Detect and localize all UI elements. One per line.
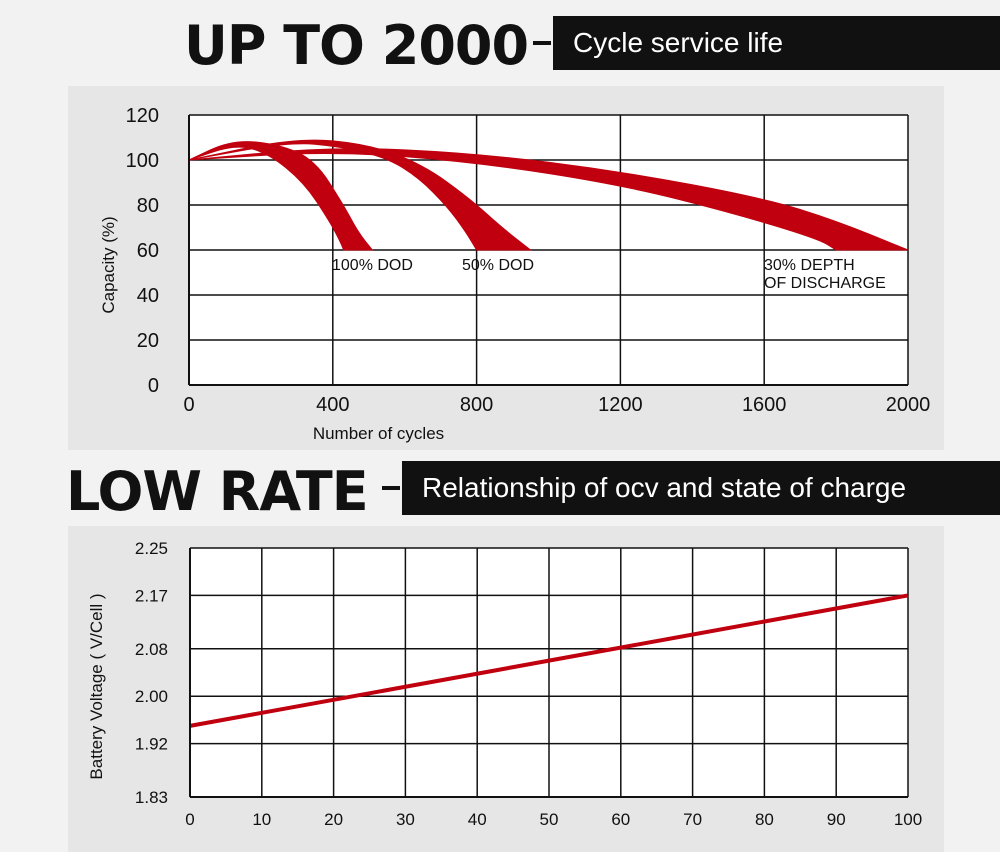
- ocv-banner: Relationship of ocv and state of charge: [402, 461, 1000, 515]
- voltage-line: [189, 593, 909, 728]
- series-label: 100% DOD: [332, 257, 413, 274]
- y-tick-label: 2.08: [135, 640, 168, 659]
- y-tick-label: 100: [126, 150, 159, 172]
- x-tick-label: 80: [755, 810, 774, 829]
- x-tick-label: 400: [316, 394, 349, 416]
- x-tick-label: 60: [611, 810, 630, 829]
- headline-dash: [382, 486, 400, 490]
- y-tick-label: 2.00: [135, 687, 168, 706]
- x-tick-label: 1200: [598, 394, 643, 416]
- y-tick-label: 80: [137, 195, 159, 217]
- cycle-life-headline: UP TO 2000: [184, 14, 529, 77]
- x-tick-label: 50: [540, 810, 559, 829]
- y-tick-label: 2.25: [135, 539, 168, 558]
- cycle-life-banner: Cycle service life: [553, 16, 1000, 70]
- low-rate-headline: LOW RATE: [66, 460, 369, 523]
- x-tick-label: 10: [252, 810, 271, 829]
- series-label: 30% DEPTH: [764, 257, 855, 274]
- x-tick-label: 800: [460, 394, 493, 416]
- x-tick-label: 70: [683, 810, 702, 829]
- y-tick-label: 1.83: [135, 788, 168, 807]
- y-tick-label: 120: [126, 105, 159, 127]
- x-tick-label: 0: [185, 810, 194, 829]
- y-tick-label: 40: [137, 285, 159, 307]
- x-tick-label: 30: [396, 810, 415, 829]
- band-1: [188, 141, 374, 251]
- headline-dash: [533, 41, 551, 45]
- x-tick-label: 2000: [886, 394, 931, 416]
- x-tick-label: 1600: [742, 394, 787, 416]
- y-axis-label: Capacity (%): [99, 216, 118, 313]
- y-tick-label: 1.92: [135, 735, 168, 754]
- x-axis-label: Number of cycles: [313, 424, 444, 443]
- x-tick-label: 20: [324, 810, 343, 829]
- series-label: 50% DOD: [462, 257, 534, 274]
- x-tick-label: 0: [183, 394, 194, 416]
- y-tick-label: 60: [137, 240, 159, 262]
- series-label: OF DISCHARGE: [764, 275, 886, 292]
- y-axis-label: Battery Voltage ( V/Cell ): [87, 593, 106, 779]
- y-tick-label: 0: [148, 375, 159, 397]
- band-3: [188, 148, 909, 251]
- y-tick-label: 20: [137, 330, 159, 352]
- x-tick-label: 40: [468, 810, 487, 829]
- x-tick-label: 100: [894, 810, 922, 829]
- x-tick-label: 90: [827, 810, 846, 829]
- y-tick-label: 2.17: [135, 586, 168, 605]
